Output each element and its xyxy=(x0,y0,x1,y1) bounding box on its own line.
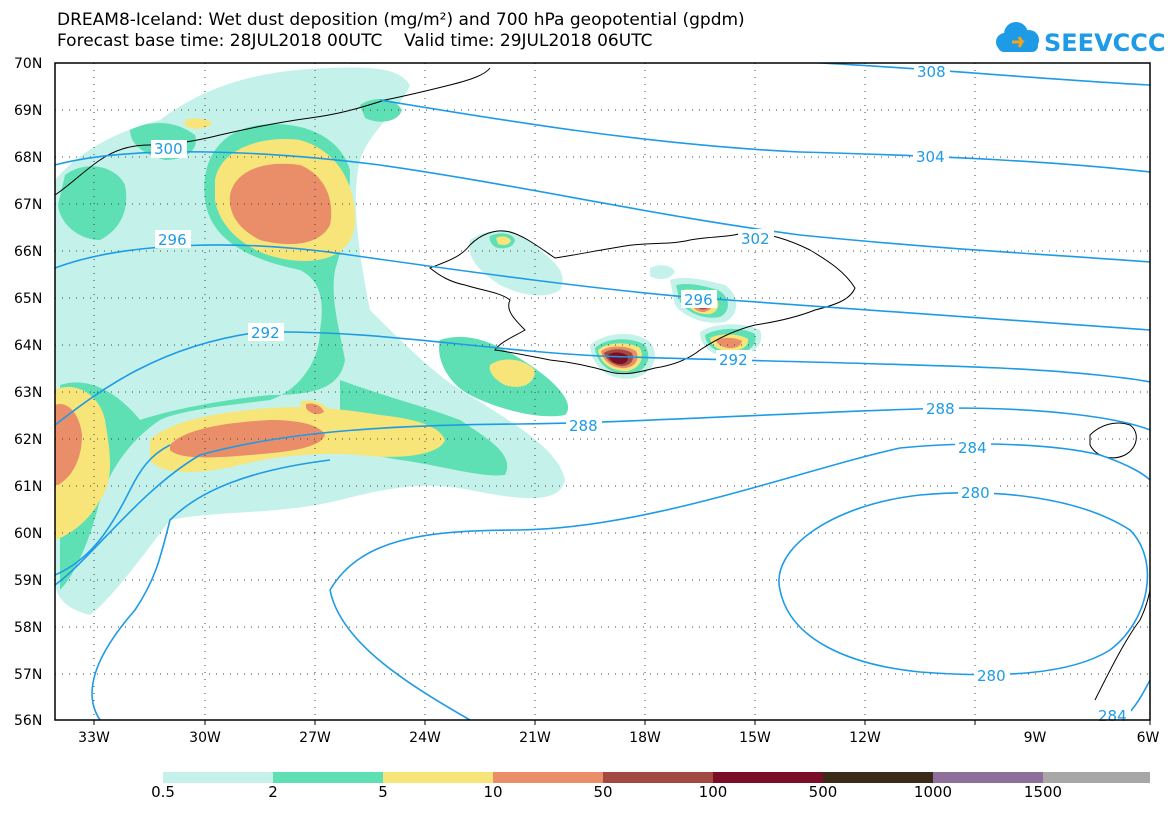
geopotential-contours xyxy=(55,63,1150,720)
contour-label: 296 xyxy=(158,231,187,249)
latitude-labels: 70N 69N 68N 67N 66N 65N 64N 63N 62N 61N … xyxy=(14,56,42,729)
contour-284-east xyxy=(329,443,1150,591)
lat-label: 57N xyxy=(14,667,42,683)
legend-label: 0.5 xyxy=(151,783,175,801)
lat-label: 56N xyxy=(14,713,42,729)
legend-label: 5 xyxy=(378,783,388,801)
contour-label: 280 xyxy=(977,667,1006,685)
legend-swatch xyxy=(493,772,603,783)
contour-label: 280 xyxy=(961,484,990,502)
contour-label: 300 xyxy=(154,140,183,158)
lon-label: 15W xyxy=(739,730,771,746)
lat-label: 67N xyxy=(14,197,42,213)
tick-marks xyxy=(93,720,1151,725)
lon-label: 33W xyxy=(78,730,110,746)
color-legend xyxy=(163,772,1150,783)
contour-label: 288 xyxy=(926,400,955,418)
faroe-islands xyxy=(1089,422,1137,459)
lat-label: 58N xyxy=(14,620,42,636)
contour-label: 292 xyxy=(251,324,280,342)
lat-label: 60N xyxy=(14,526,42,542)
legend-swatch xyxy=(383,772,493,783)
contour-label: 288 xyxy=(569,417,598,435)
lon-label: 12W xyxy=(849,730,881,746)
contour-308 xyxy=(350,63,1150,86)
legend-swatch xyxy=(933,772,1043,783)
lat-label: 59N xyxy=(14,573,42,589)
contour-288-left xyxy=(55,407,1150,586)
iceland-coast xyxy=(429,230,856,375)
longitude-labels: 33W 30W 27W 24W 21W 18W 15W 12W 9W 6W xyxy=(78,730,1159,746)
map-subtitle: Forecast base time: 28JUL2018 00UTC Vali… xyxy=(57,31,653,51)
legend-label: 1500 xyxy=(1023,783,1063,801)
contour-292 xyxy=(55,331,1150,426)
lon-label: 30W xyxy=(189,730,221,746)
legend-swatch xyxy=(823,772,933,783)
contour-280 xyxy=(778,492,1149,676)
legend-swatch xyxy=(163,772,273,783)
lon-label: 18W xyxy=(629,730,661,746)
contour-label: 308 xyxy=(917,63,946,81)
map-title: DREAM8-Iceland: Wet dust deposition (mg/… xyxy=(57,10,745,30)
legend-label: 500 xyxy=(808,783,838,801)
contour-284 xyxy=(91,459,331,720)
lon-label: 6W xyxy=(1137,730,1160,746)
legend-swatch xyxy=(273,772,383,783)
contour-label: 302 xyxy=(741,230,770,248)
contour-280-south xyxy=(329,589,471,720)
dust-deposition-field xyxy=(55,67,762,616)
legend-label: 50 xyxy=(593,783,613,801)
lat-label: 70N xyxy=(14,56,42,72)
gridlines xyxy=(55,63,1150,720)
lat-label: 64N xyxy=(14,338,42,354)
lon-label: 21W xyxy=(519,730,551,746)
contour-label: 284 xyxy=(958,439,987,457)
lat-label: 66N xyxy=(14,244,42,260)
lat-label: 69N xyxy=(14,103,42,119)
lat-label: 65N xyxy=(14,291,42,307)
seevccc-logo: SEEVCCC xyxy=(996,22,1166,57)
contour-296 xyxy=(55,244,1150,331)
map-frame xyxy=(54,62,1151,721)
lat-label: 61N xyxy=(14,479,42,495)
logo-text: SEEVCCC xyxy=(1044,29,1166,57)
lat-label: 63N xyxy=(14,385,42,401)
legend-swatch xyxy=(603,772,713,783)
contour-labels: 308 304 300 302 296 296 292 292 288 288 … xyxy=(151,62,1131,725)
contour-label: 292 xyxy=(719,351,748,369)
contour-label: 284 xyxy=(1098,707,1127,725)
contour-label: 304 xyxy=(916,148,945,166)
lon-label: 9W xyxy=(1024,730,1047,746)
legend-label: 2 xyxy=(268,783,278,801)
lat-label: 62N xyxy=(14,432,42,448)
legend-label: 1000 xyxy=(913,783,953,801)
legend-label: 100 xyxy=(698,783,728,801)
legend-swatch xyxy=(1043,772,1150,783)
cloud-icon xyxy=(996,22,1039,52)
contour-label: 296 xyxy=(684,291,713,309)
contour-304 xyxy=(379,99,1150,173)
legend-label: 10 xyxy=(483,783,503,801)
legend-swatch xyxy=(713,772,823,783)
contour-300 xyxy=(55,151,1150,263)
lat-label: 68N xyxy=(14,150,42,166)
contour-288-west xyxy=(55,444,171,576)
lon-label: 24W xyxy=(409,730,441,746)
lon-label: 27W xyxy=(299,730,331,746)
scotland-coast xyxy=(1094,589,1150,701)
